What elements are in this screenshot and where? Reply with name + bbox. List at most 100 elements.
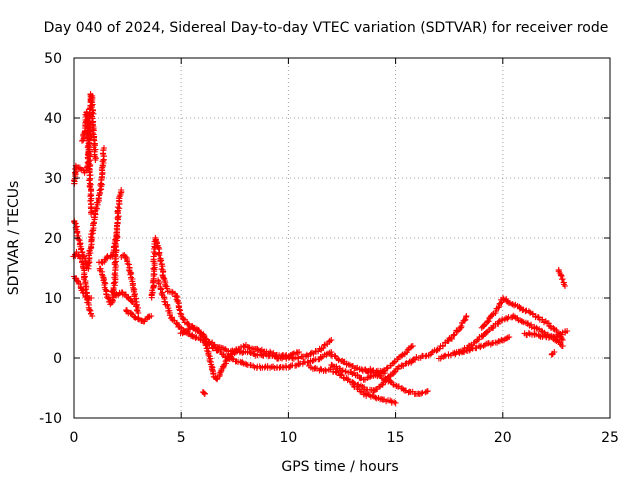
data-point: [501, 316, 508, 323]
data-point: [423, 388, 430, 395]
data-point: [412, 356, 419, 363]
x-tick-label: 25: [601, 430, 619, 446]
data-point: [86, 177, 93, 184]
data-point: [495, 318, 502, 325]
data-point: [506, 334, 513, 340]
data-point: [345, 361, 352, 368]
data-point: [217, 368, 224, 375]
data-point: [83, 167, 90, 174]
data-point: [267, 348, 274, 355]
data-point: [243, 361, 250, 368]
data-point: [88, 208, 95, 215]
data-point: [204, 347, 211, 354]
y-tick-label: -10: [39, 411, 62, 427]
data-point: [562, 283, 568, 289]
data-point: [86, 307, 93, 314]
data-point: [114, 204, 121, 211]
data-point: [328, 337, 335, 343]
data-point: [450, 332, 457, 339]
data-point: [156, 252, 163, 258]
data-point: [239, 359, 246, 366]
data-point: [158, 286, 165, 293]
data-point: [155, 244, 162, 251]
data-point: [116, 193, 123, 200]
x-tick-label: 5: [177, 430, 186, 446]
data-point: [336, 365, 343, 372]
data-point: [445, 337, 452, 344]
data-point: [214, 347, 221, 354]
data-point: [128, 310, 135, 317]
data-point: [113, 230, 120, 236]
data-point: [242, 360, 249, 367]
data-point: [500, 295, 506, 301]
data-point: [204, 342, 211, 349]
data-point: [391, 399, 398, 406]
data-point: [419, 389, 426, 396]
data-point: [485, 318, 492, 325]
data-point: [504, 298, 511, 305]
data-point: [201, 391, 208, 397]
data-point: [418, 390, 425, 397]
data-point: [290, 350, 297, 357]
x-axis-label: GPS time / hours: [281, 459, 398, 475]
data-point: [383, 365, 390, 372]
data-point: [525, 308, 532, 315]
data-point: [422, 353, 429, 360]
data-point: [222, 358, 229, 365]
data-point: [564, 328, 571, 334]
data-point: [398, 362, 405, 369]
data-point: [131, 314, 138, 321]
data-point: [463, 313, 470, 319]
data-point: [103, 291, 109, 297]
data-point: [212, 344, 219, 351]
data-point: [177, 310, 184, 317]
data-point: [323, 368, 329, 374]
data-point: [80, 264, 87, 271]
data-point: [240, 343, 247, 350]
data-point: [201, 337, 208, 344]
data-point: [337, 371, 344, 378]
data-point: [559, 343, 566, 349]
data-point: [219, 345, 226, 351]
data-point: [87, 198, 94, 204]
data-point: [96, 192, 102, 199]
data-point: [89, 313, 96, 319]
data-point: [433, 347, 440, 354]
y-tick-label: 50: [44, 51, 62, 67]
data-point: [209, 367, 216, 373]
data-point: [504, 334, 511, 341]
data-point: [458, 323, 465, 329]
data-point: [89, 130, 96, 137]
data-point: [178, 324, 184, 331]
data-point: [158, 290, 165, 297]
data-point: [111, 243, 117, 250]
data-point: [460, 348, 467, 355]
data-point: [296, 349, 303, 355]
y-tick-label: 30: [44, 171, 62, 187]
data-point: [481, 322, 488, 329]
data-point: [205, 352, 212, 358]
data-point: [158, 257, 165, 264]
data-point: [88, 211, 95, 217]
data-point: [88, 104, 95, 111]
x-tick-label: 15: [387, 430, 405, 446]
data-point: [90, 110, 97, 117]
data-point: [92, 157, 99, 163]
data-point: [424, 388, 431, 394]
data-point: [157, 258, 164, 265]
data-point: [200, 389, 207, 396]
data-point: [124, 260, 131, 267]
data-point: [76, 165, 83, 172]
data-point: [103, 254, 110, 261]
data-point: [303, 351, 310, 358]
x-tick-label: 20: [494, 430, 512, 446]
data-point: [257, 347, 264, 354]
data-point: [321, 342, 328, 349]
y-tick-label: 20: [44, 231, 62, 247]
data-point: [126, 268, 133, 275]
data-point: [104, 253, 111, 260]
data-point: [176, 306, 183, 313]
data-point: [381, 370, 388, 376]
data-point: [320, 345, 327, 351]
data-point: [105, 295, 112, 302]
